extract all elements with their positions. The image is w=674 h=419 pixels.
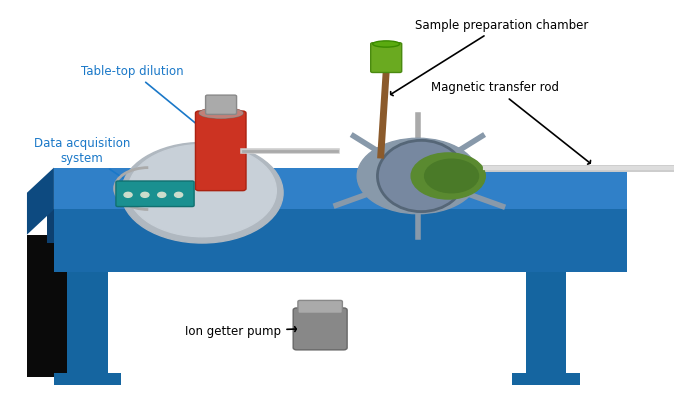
Ellipse shape [377, 140, 465, 212]
Polygon shape [67, 272, 108, 377]
Text: Data acquisition
system: Data acquisition system [34, 137, 149, 196]
Text: Ion getter pump: Ion getter pump [185, 324, 296, 338]
FancyBboxPatch shape [371, 43, 402, 72]
Circle shape [121, 142, 283, 243]
FancyBboxPatch shape [206, 95, 237, 114]
Circle shape [425, 159, 479, 193]
Text: Magnetic transfer rod: Magnetic transfer rod [431, 81, 590, 164]
Text: Table-top dilution: Table-top dilution [81, 65, 216, 141]
Circle shape [124, 192, 132, 197]
Polygon shape [526, 272, 566, 377]
Polygon shape [580, 210, 607, 243]
FancyBboxPatch shape [298, 300, 342, 313]
Ellipse shape [200, 108, 243, 118]
Ellipse shape [373, 41, 400, 47]
FancyBboxPatch shape [293, 308, 347, 350]
Circle shape [175, 192, 183, 197]
Polygon shape [54, 373, 121, 385]
Text: Sample preparation chamber: Sample preparation chamber [391, 18, 588, 96]
FancyBboxPatch shape [116, 181, 194, 207]
Ellipse shape [200, 108, 243, 118]
Circle shape [357, 138, 479, 214]
Circle shape [158, 192, 166, 197]
Circle shape [141, 192, 149, 197]
FancyBboxPatch shape [195, 111, 246, 191]
Polygon shape [54, 168, 627, 210]
Circle shape [411, 153, 485, 199]
Polygon shape [27, 168, 54, 235]
Circle shape [128, 145, 276, 237]
Polygon shape [47, 210, 74, 243]
Polygon shape [27, 235, 67, 377]
Polygon shape [512, 373, 580, 385]
Polygon shape [54, 210, 627, 272]
